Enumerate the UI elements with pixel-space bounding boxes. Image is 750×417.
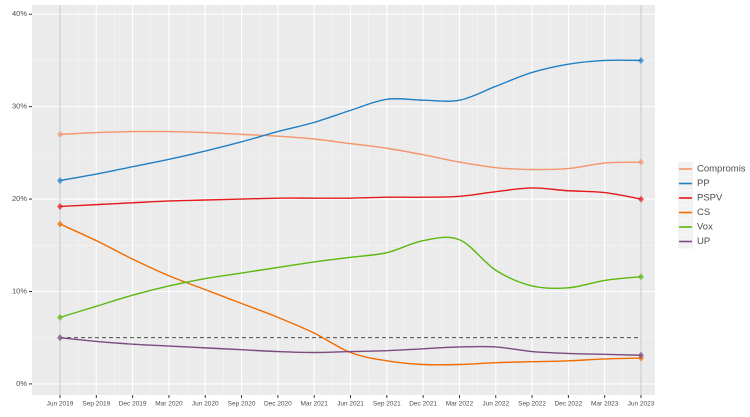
- y-tick-label: 40%: [12, 9, 27, 18]
- y-tick-label: 20%: [12, 194, 27, 203]
- end-marker: [57, 220, 63, 228]
- x-tick-label: Jun 2022: [482, 401, 509, 408]
- x-tick-label: Dec 2020: [264, 401, 292, 408]
- legend-label: Compromis: [697, 164, 746, 175]
- legend-label: CS: [697, 207, 710, 218]
- end-marker: [638, 56, 644, 64]
- end-marker: [57, 130, 63, 138]
- x-tick-label: Mar 2022: [446, 401, 474, 408]
- legend-label: PSPV: [697, 193, 723, 204]
- x-tick-label: Jun 2021: [337, 401, 364, 408]
- x-tick-label: Sep 2022: [518, 401, 546, 408]
- x-tick-label: Dec 2022: [554, 401, 582, 408]
- end-marker: [57, 334, 63, 342]
- end-marker: [57, 177, 63, 185]
- end-marker: [57, 202, 63, 210]
- end-marker: [638, 158, 644, 166]
- legend-label: Vox: [697, 222, 713, 233]
- x-tick-label: Dec 2021: [409, 401, 437, 408]
- trend-line: [59, 337, 642, 356]
- legend-label: UP: [697, 236, 710, 247]
- y-tick-label: 0%: [16, 379, 27, 388]
- trend-line: [59, 223, 642, 366]
- trend-line: [59, 130, 642, 171]
- trend-line: [59, 236, 642, 319]
- y-tick-label: 30%: [12, 102, 27, 111]
- x-tick-label: Dec 2019: [119, 401, 147, 408]
- y-tick-label: 10%: [12, 286, 27, 295]
- legend-label: PP: [697, 178, 710, 189]
- end-marker: [638, 351, 644, 359]
- x-tick-label: Mar 2023: [591, 401, 619, 408]
- x-tick-label: Jun 2020: [192, 401, 219, 408]
- x-tick-label: Sep 2019: [82, 401, 110, 408]
- plot-panel: [32, 5, 655, 395]
- x-tick-label: Jun 2019: [47, 401, 74, 408]
- trend-line: [59, 59, 642, 182]
- x-tick-label: Jun 2023: [628, 401, 655, 408]
- end-marker: [638, 273, 644, 281]
- x-tick-label: Mar 2020: [155, 401, 183, 408]
- trend-line: [59, 187, 642, 208]
- x-tick-label: Sep 2020: [228, 401, 256, 408]
- end-marker: [57, 313, 63, 321]
- x-tick-label: Sep 2021: [373, 401, 401, 408]
- end-marker: [638, 195, 644, 203]
- x-tick-label: Mar 2021: [300, 401, 328, 408]
